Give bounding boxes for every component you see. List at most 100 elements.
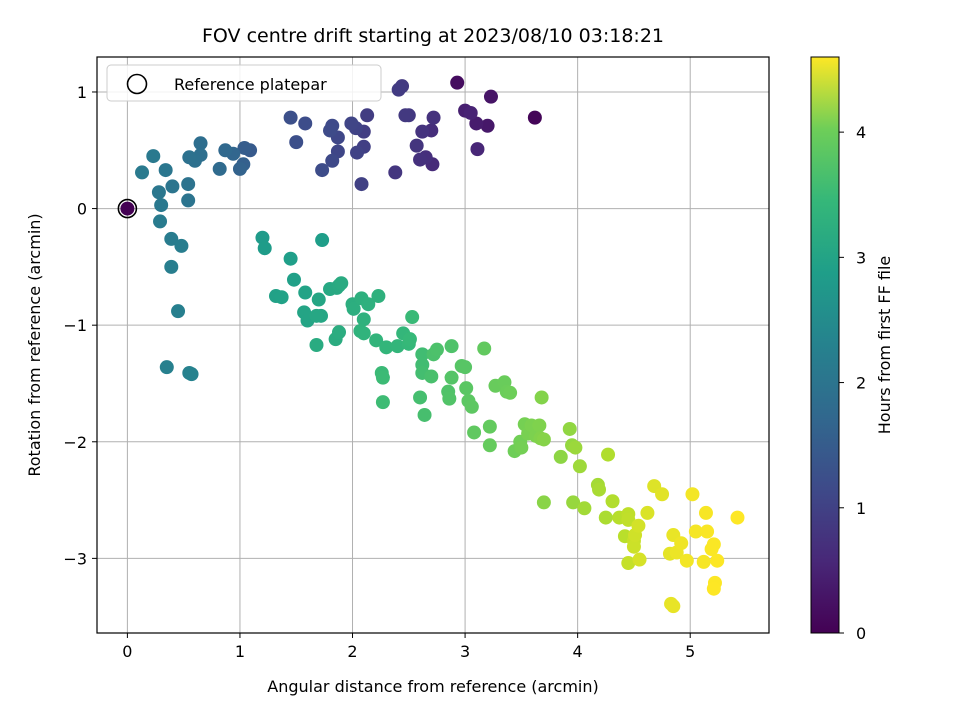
data-point xyxy=(171,304,186,319)
data-point xyxy=(379,340,394,355)
data-point xyxy=(184,367,199,382)
data-point xyxy=(572,459,587,474)
data-point xyxy=(413,152,428,167)
data-point xyxy=(621,512,636,527)
data-point xyxy=(477,341,492,356)
data-point xyxy=(289,135,304,150)
data-point xyxy=(334,276,349,291)
data-point xyxy=(232,161,247,176)
data-point xyxy=(182,150,197,165)
data-point xyxy=(286,272,301,287)
y-tick-label: 1 xyxy=(77,83,87,102)
data-point xyxy=(562,421,577,436)
colorbar-tick-label: 2 xyxy=(856,374,866,393)
data-point xyxy=(151,185,166,200)
colorbar-gradient xyxy=(810,56,840,634)
data-point xyxy=(514,440,529,455)
data-point xyxy=(536,495,551,510)
data-point xyxy=(146,149,161,164)
data-point xyxy=(621,556,636,571)
data-point xyxy=(398,108,413,123)
data-point xyxy=(153,214,168,229)
data-point xyxy=(257,241,272,256)
data-point xyxy=(181,177,196,192)
data-point xyxy=(632,552,647,567)
legend-box xyxy=(106,64,382,102)
data-point xyxy=(467,425,482,440)
data-point xyxy=(346,301,361,316)
data-point xyxy=(626,539,641,554)
data-point xyxy=(409,138,424,153)
colorbar-label: Hours from first FF file xyxy=(875,256,894,435)
data-point xyxy=(685,487,700,502)
x-tick-label: 4 xyxy=(573,642,583,661)
data-point xyxy=(534,390,549,405)
data-point xyxy=(696,554,711,569)
data-point xyxy=(601,447,616,462)
data-point xyxy=(706,581,721,596)
data-point xyxy=(371,289,386,304)
data-point xyxy=(356,312,371,327)
x-tick-label: 3 xyxy=(460,642,470,661)
data-point xyxy=(553,449,568,464)
data-point-start xyxy=(120,201,135,216)
y-tick-label: 0 xyxy=(77,200,87,219)
data-point xyxy=(158,163,173,178)
legend: Reference platepar xyxy=(106,64,382,102)
data-point xyxy=(532,418,547,433)
data-point xyxy=(274,290,289,305)
x-tick-label: 0 xyxy=(122,642,132,661)
data-point xyxy=(181,193,196,208)
data-point xyxy=(354,177,369,192)
data-point xyxy=(298,285,313,300)
y-axis-label: Rotation from reference (arcmin) xyxy=(25,213,44,476)
data-point xyxy=(568,440,583,455)
data-point xyxy=(674,536,689,551)
data-point xyxy=(255,230,270,245)
data-point xyxy=(592,482,607,497)
legend-marker-icon xyxy=(126,73,148,95)
data-point xyxy=(402,332,417,347)
x-tick-label: 1 xyxy=(235,642,245,661)
data-point xyxy=(390,339,405,354)
data-point xyxy=(631,518,646,533)
data-point xyxy=(536,432,551,447)
data-point xyxy=(315,163,330,178)
data-point xyxy=(424,369,439,384)
data-point xyxy=(710,553,725,568)
data-point xyxy=(237,140,252,155)
chart-title: FOV centre drift starting at 2023/08/10 … xyxy=(202,25,664,47)
data-point xyxy=(413,390,428,405)
data-point xyxy=(503,385,518,400)
data-point xyxy=(375,370,390,385)
data-point xyxy=(706,537,721,552)
data-point xyxy=(375,395,390,410)
y-tick-label: −2 xyxy=(63,433,87,452)
data-point xyxy=(655,487,670,502)
colorbar-tick-label: 0 xyxy=(856,624,866,643)
data-point xyxy=(369,333,384,348)
data-point xyxy=(482,438,497,453)
colorbar: 0 1 2 3 4 Hours from first FF file xyxy=(810,56,894,643)
data-point xyxy=(350,145,365,160)
data-point xyxy=(360,108,375,123)
data-point xyxy=(415,124,430,139)
data-point xyxy=(470,142,485,157)
data-point xyxy=(417,407,432,422)
data-point xyxy=(344,116,359,131)
data-point xyxy=(164,231,179,246)
data-point xyxy=(577,501,592,516)
data-point xyxy=(193,136,208,151)
data-point xyxy=(164,259,179,274)
data-point xyxy=(309,338,324,352)
colorbar-tick-label: 3 xyxy=(856,248,866,267)
colorbar-ticks: 0 1 2 3 4 xyxy=(839,123,866,643)
data-point xyxy=(464,399,479,414)
data-point xyxy=(483,89,498,104)
x-tick-label: 5 xyxy=(685,642,695,661)
data-point xyxy=(212,161,227,176)
data-point xyxy=(480,118,495,133)
data-point xyxy=(323,123,338,138)
data-point xyxy=(444,339,459,354)
